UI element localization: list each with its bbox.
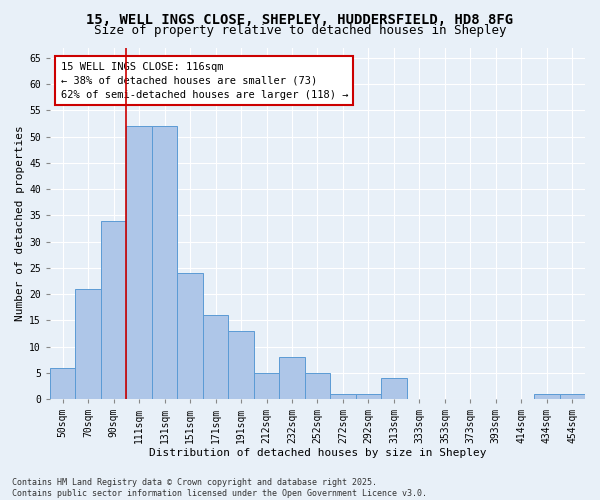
Text: 15 WELL INGS CLOSE: 116sqm
← 38% of detached houses are smaller (73)
62% of semi: 15 WELL INGS CLOSE: 116sqm ← 38% of deta… [61, 62, 348, 100]
Bar [101, 220, 127, 399]
Bar [279, 357, 305, 399]
Y-axis label: Number of detached properties: Number of detached properties [15, 126, 25, 321]
Bar [228, 331, 254, 399]
Bar [381, 378, 407, 399]
Bar [254, 373, 279, 399]
Bar [178, 273, 203, 399]
Bar [534, 394, 560, 399]
Text: Size of property relative to detached houses in Shepley: Size of property relative to detached ho… [94, 24, 506, 37]
Bar [305, 373, 330, 399]
X-axis label: Distribution of detached houses by size in Shepley: Distribution of detached houses by size … [149, 448, 486, 458]
Bar [356, 394, 381, 399]
Bar [203, 315, 228, 399]
Text: 15, WELL INGS CLOSE, SHEPLEY, HUDDERSFIELD, HD8 8FG: 15, WELL INGS CLOSE, SHEPLEY, HUDDERSFIE… [86, 12, 514, 26]
Bar [152, 126, 178, 399]
Bar [50, 368, 76, 399]
Bar [560, 394, 585, 399]
Bar [127, 126, 152, 399]
Bar [76, 289, 101, 399]
Text: Contains HM Land Registry data © Crown copyright and database right 2025.
Contai: Contains HM Land Registry data © Crown c… [12, 478, 427, 498]
Bar [330, 394, 356, 399]
